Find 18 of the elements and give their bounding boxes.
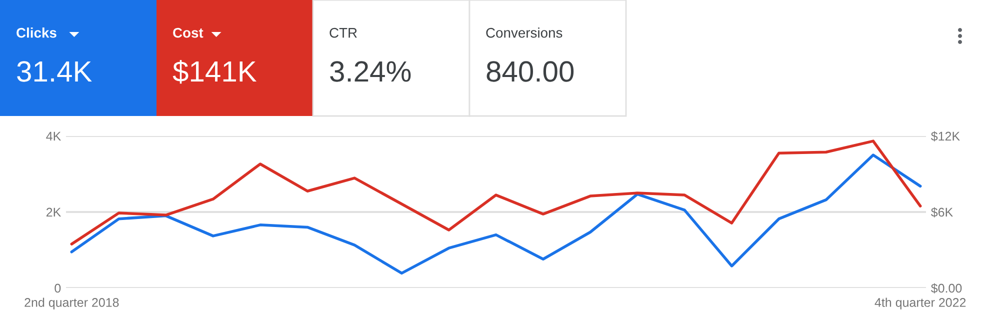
text: 31.4K: [17, 61, 92, 82]
text: 3.24%: [330, 61, 411, 82]
text: 840.00: [486, 61, 574, 82]
x-tick-label: 2nd quarter 2018: [24, 298, 119, 310]
line-series: [70, 154, 922, 275]
x-tick-label: 4th quarter 2022: [874, 298, 966, 310]
y-tick-label: 0: [54, 284, 61, 293]
y2-tick-label: $12K: [930, 131, 960, 142]
y-tick-label: 4K: [46, 132, 61, 141]
text: Clicks: [16, 28, 56, 38]
y2-tick-label: $6K: [930, 207, 953, 218]
y2-tick-label: $0.00: [930, 283, 962, 294]
line-series: [70, 140, 922, 246]
text: CTR: [330, 28, 357, 38]
y-tick-label: 2K: [46, 208, 61, 217]
text: Cost: [173, 28, 204, 38]
text: Conversions: [486, 28, 562, 38]
text: $141K: [172, 60, 257, 84]
